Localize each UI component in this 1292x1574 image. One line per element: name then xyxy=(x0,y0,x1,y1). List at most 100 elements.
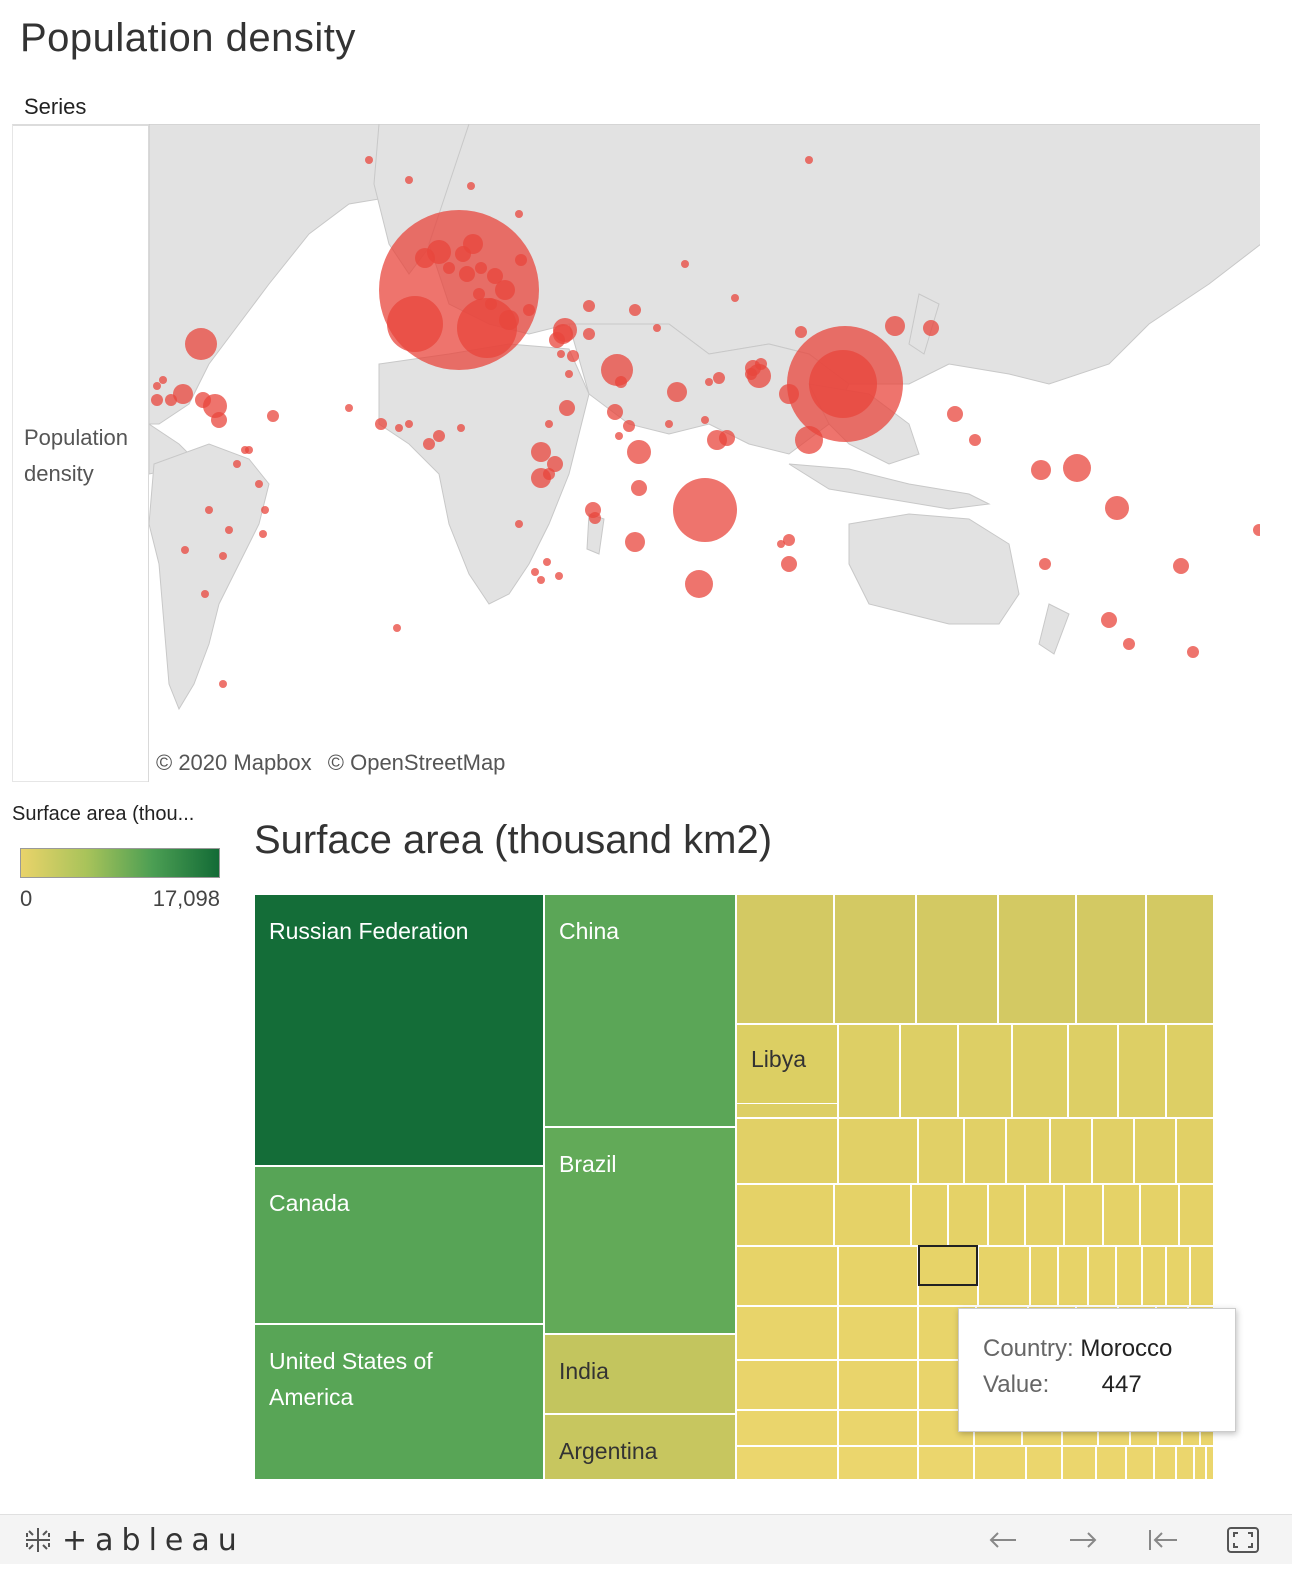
map-bubble[interactable] xyxy=(1039,558,1051,570)
population-density-map[interactable] xyxy=(148,124,1260,782)
treemap-cell[interactable] xyxy=(964,1118,1006,1184)
map-bubble[interactable] xyxy=(583,300,595,312)
map-bubble[interactable] xyxy=(365,156,373,164)
treemap-cell[interactable] xyxy=(1050,1118,1092,1184)
map-bubble[interactable] xyxy=(547,456,563,472)
treemap-cell[interactable] xyxy=(1025,1184,1064,1246)
map-bubble[interactable] xyxy=(233,460,241,468)
map-bubble[interactable] xyxy=(515,520,523,528)
map-bubble[interactable] xyxy=(415,248,435,268)
map-bubble[interactable] xyxy=(631,480,647,496)
treemap-cell[interactable] xyxy=(918,1118,964,1184)
treemap-cell[interactable] xyxy=(1103,1184,1140,1246)
treemap-cell[interactable] xyxy=(1146,894,1214,1024)
map-bubble[interactable] xyxy=(211,412,227,428)
map-bubble[interactable] xyxy=(1187,646,1199,658)
selected-cell-morocco[interactable] xyxy=(918,1245,978,1286)
treemap-cell[interactable] xyxy=(1140,1184,1179,1246)
treemap-cell[interactable] xyxy=(838,1306,918,1360)
map-bubble[interactable] xyxy=(713,372,725,384)
treemap-cell[interactable] xyxy=(918,1446,974,1480)
undo-button[interactable] xyxy=(986,1525,1020,1555)
map-bubble[interactable] xyxy=(627,440,651,464)
tableau-logo[interactable]: +ableau xyxy=(22,1523,245,1558)
treemap-cell[interactable] xyxy=(1006,1118,1050,1184)
surface-area-treemap[interactable]: Russian Federation Canada United States … xyxy=(254,894,1214,1480)
map-bubble[interactable] xyxy=(623,420,635,432)
treemap-cell[interactable] xyxy=(736,1246,838,1306)
map-bubble[interactable] xyxy=(219,680,227,688)
treemap-cell[interactable] xyxy=(1076,894,1146,1024)
map-bubble[interactable] xyxy=(173,384,193,404)
map-bubble[interactable] xyxy=(395,424,403,432)
map-bubble[interactable] xyxy=(195,392,211,408)
treemap-cell[interactable] xyxy=(1096,1446,1126,1480)
map-bubble[interactable] xyxy=(165,394,177,406)
treemap-cell[interactable] xyxy=(1176,1446,1194,1480)
map-bubble[interactable] xyxy=(543,468,555,480)
map-bubble[interactable] xyxy=(543,558,551,566)
treemap-cell[interactable] xyxy=(1068,1024,1118,1118)
map-bubble[interactable] xyxy=(375,418,387,430)
map-bubble[interactable] xyxy=(219,552,227,560)
map-bubble[interactable] xyxy=(405,420,413,428)
map-bubble[interactable] xyxy=(615,432,623,440)
treemap-cell[interactable] xyxy=(736,894,834,1024)
map-bubble[interactable] xyxy=(185,328,217,360)
map-bubble[interactable] xyxy=(719,430,735,446)
map-bubble[interactable] xyxy=(565,370,573,378)
map-bubble[interactable] xyxy=(779,384,799,404)
treemap-cell[interactable] xyxy=(998,894,1076,1024)
map-bubble[interactable] xyxy=(537,576,545,584)
map-bubble[interactable] xyxy=(629,304,641,316)
map-bubble[interactable] xyxy=(531,568,539,576)
map-bubble[interactable] xyxy=(443,262,455,274)
treemap-cell[interactable] xyxy=(834,1184,911,1246)
treemap-cell[interactable] xyxy=(1026,1446,1062,1480)
treemap-cell[interactable] xyxy=(736,1118,838,1184)
treemap-cell[interactable] xyxy=(838,1410,918,1446)
treemap-cell[interactable] xyxy=(988,1184,1025,1246)
map-bubble[interactable] xyxy=(495,280,515,300)
map-bubble[interactable] xyxy=(499,310,519,330)
map-bubble[interactable] xyxy=(1253,524,1260,536)
map-bubble[interactable] xyxy=(259,530,267,538)
map-bubble[interactable] xyxy=(523,304,535,316)
treemap-cell[interactable] xyxy=(1176,1118,1214,1184)
cell-china[interactable]: China xyxy=(544,894,736,1127)
map-bubble[interactable] xyxy=(1031,460,1051,480)
map-bubble[interactable] xyxy=(151,394,163,406)
map-bubble[interactable] xyxy=(345,404,353,412)
map-bubble[interactable] xyxy=(805,156,813,164)
treemap-cell[interactable] xyxy=(736,1410,838,1446)
map-bubble[interactable] xyxy=(205,506,213,514)
map-bubble[interactable] xyxy=(475,262,487,274)
treemap-cell[interactable] xyxy=(838,1024,900,1118)
treemap-cell[interactable] xyxy=(1088,1246,1116,1306)
treemap-cell[interactable] xyxy=(1126,1446,1154,1480)
cell-usa[interactable]: United States of America xyxy=(254,1324,544,1480)
treemap-cell[interactable] xyxy=(916,894,998,1024)
treemap-cell[interactable] xyxy=(918,1246,978,1306)
map-bubble[interactable] xyxy=(809,350,877,418)
map-bubble[interactable] xyxy=(485,298,497,310)
map-bubble[interactable] xyxy=(667,382,687,402)
map-bubble[interactable] xyxy=(555,572,563,580)
treemap-cell[interactable] xyxy=(1206,1446,1214,1480)
treemap-cell[interactable] xyxy=(838,1446,918,1480)
treemap-cell[interactable] xyxy=(736,1306,838,1360)
map-bubble[interactable] xyxy=(153,382,161,390)
treemap-cell[interactable] xyxy=(958,1024,1012,1118)
treemap-cell[interactable] xyxy=(1118,1024,1166,1118)
treemap-cell[interactable] xyxy=(838,1360,918,1410)
treemap-cell[interactable] xyxy=(736,1446,838,1480)
treemap-cell[interactable] xyxy=(911,1184,948,1246)
map-bubble[interactable] xyxy=(225,526,233,534)
treemap-cell[interactable] xyxy=(1064,1184,1103,1246)
map-bubble[interactable] xyxy=(473,288,485,300)
map-bubble[interactable] xyxy=(405,176,413,184)
map-bubble[interactable] xyxy=(795,326,807,338)
map-bubble[interactable] xyxy=(201,590,209,598)
map-bubble[interactable] xyxy=(387,296,443,352)
map-bubble[interactable] xyxy=(665,420,673,428)
